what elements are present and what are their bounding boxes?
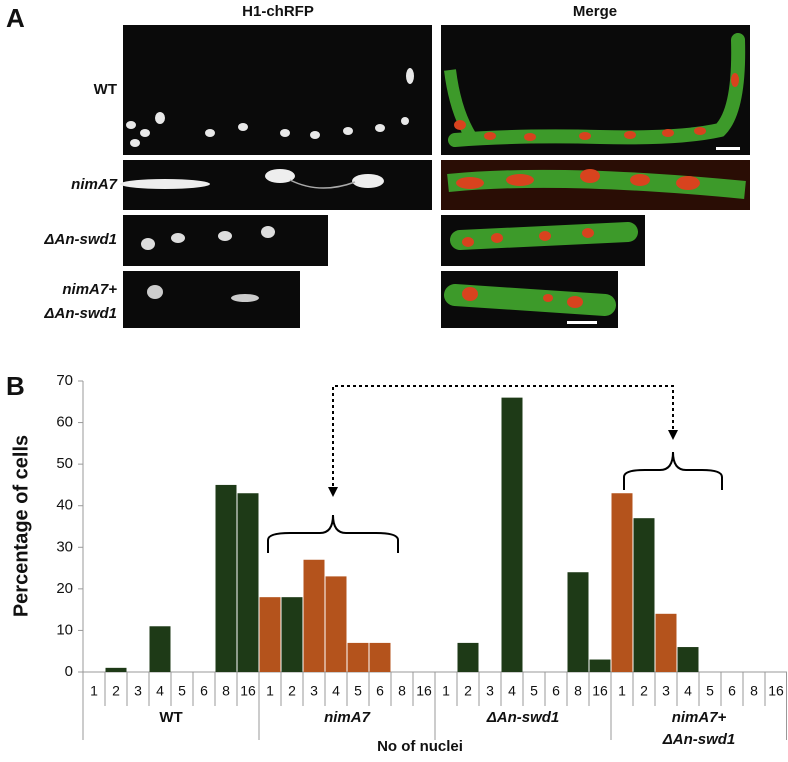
- x-tick-label: 4: [508, 683, 516, 699]
- x-tick-label: 8: [222, 683, 230, 699]
- x-tick-label: 5: [706, 683, 714, 699]
- bar: [567, 572, 589, 672]
- y-tick-label: 70: [56, 372, 73, 389]
- group-label: ΔAn-swd1: [662, 731, 736, 748]
- x-tick-label: 4: [684, 683, 692, 699]
- x-tick-label: 2: [640, 683, 648, 699]
- bar: [281, 597, 303, 672]
- x-tick-label: 8: [750, 683, 758, 699]
- x-tick-label: 3: [134, 683, 142, 699]
- bar: [325, 576, 347, 672]
- x-tick-label: 3: [486, 683, 494, 699]
- bar: [149, 626, 171, 672]
- y-axis-label: Percentage of cells: [10, 435, 32, 617]
- row-label: ΔAn-swd1: [43, 231, 117, 248]
- bar: [105, 667, 127, 672]
- y-tick-label: 0: [65, 663, 73, 680]
- y-tick-label: 60: [56, 414, 73, 431]
- x-tick-label: 4: [332, 683, 340, 699]
- group-label: nimA7: [324, 709, 371, 726]
- column-header: Merge: [573, 3, 617, 20]
- x-tick-label: 1: [442, 683, 450, 699]
- y-tick-label: 30: [56, 538, 73, 555]
- x-tick-label: 16: [592, 683, 608, 699]
- annotation-arrows: [267, 385, 723, 553]
- x-tick-label: 6: [200, 683, 208, 699]
- bar: [677, 647, 699, 672]
- bar: [259, 597, 281, 672]
- x-tick-label: 16: [768, 683, 784, 699]
- bar: [655, 613, 677, 672]
- x-tick-label: 1: [266, 683, 274, 699]
- bar: [633, 518, 655, 672]
- group-label: nimA7+: [672, 709, 727, 726]
- bar: [215, 484, 237, 672]
- bar: [589, 659, 611, 672]
- x-tick-label: 16: [416, 683, 432, 699]
- x-tick-label: 4: [156, 683, 164, 699]
- x-tick-label: 6: [728, 683, 736, 699]
- group-label: WT: [159, 709, 182, 726]
- panel-letter: B: [6, 371, 25, 401]
- x-tick-label: 1: [90, 683, 98, 699]
- bar: [501, 397, 523, 672]
- group-label: ΔAn-swd1: [486, 709, 560, 726]
- x-tick-label: 6: [376, 683, 384, 699]
- x-tick-label: 5: [354, 683, 362, 699]
- bar: [303, 559, 325, 672]
- x-tick-label: 2: [112, 683, 120, 699]
- x-tick-label: 8: [398, 683, 406, 699]
- x-tick-label: 1: [618, 683, 626, 699]
- x-tick-label: 8: [574, 683, 582, 699]
- x-tick-label: 5: [530, 683, 538, 699]
- y-tick-label: 40: [56, 497, 73, 514]
- bar: [611, 493, 633, 672]
- x-tick-label: 3: [662, 683, 670, 699]
- bar: [237, 493, 259, 672]
- x-tick-label: 3: [310, 683, 318, 699]
- panel-letter: A: [6, 3, 25, 33]
- x-tick-label: 6: [552, 683, 560, 699]
- y-tick-label: 10: [56, 621, 73, 638]
- row-label: ΔAn-swd1: [43, 305, 117, 322]
- row-label: WT: [94, 81, 117, 98]
- x-tick-label: 2: [464, 683, 472, 699]
- bar: [347, 642, 369, 672]
- x-tick-label: 5: [178, 683, 186, 699]
- row-label: nimA7: [71, 176, 118, 193]
- bar: [457, 642, 479, 672]
- x-tick-label: 2: [288, 683, 296, 699]
- micrographs: [120, 25, 750, 328]
- column-header: H1-chRFP: [242, 3, 314, 20]
- y-tick-label: 20: [56, 580, 73, 597]
- x-axis-label: No of nuclei: [377, 738, 463, 755]
- y-tick-label: 50: [56, 455, 73, 472]
- x-tick-label: 16: [240, 683, 256, 699]
- bar: [369, 642, 391, 672]
- row-label: nimA7+: [62, 281, 117, 298]
